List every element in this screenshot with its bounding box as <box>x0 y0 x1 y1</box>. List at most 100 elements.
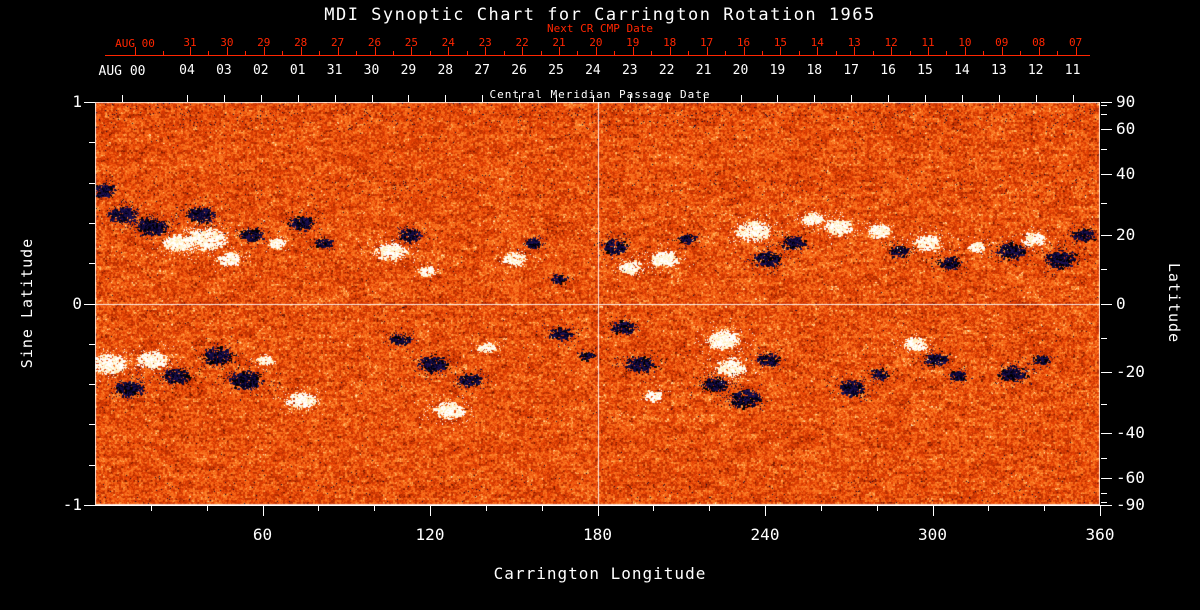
x-tick-label: 240 <box>750 525 780 544</box>
cmp-tick-label: 13 <box>990 63 1007 78</box>
tick-mark <box>150 506 152 511</box>
tick-mark <box>577 51 579 56</box>
next-cr-axis-title: Next CR CMP Date <box>547 22 653 35</box>
chart-title: MDI Synoptic Chart for Carrington Rotati… <box>324 5 876 25</box>
next-cr-tick-label: 26 <box>367 36 382 49</box>
next-cr-tick-label: 18 <box>663 36 677 49</box>
tick-mark <box>888 95 890 102</box>
next-cr-tick-label: 17 <box>699 36 714 49</box>
y-right-tick-label: -20 <box>1116 362 1145 382</box>
tick-mark <box>485 47 487 56</box>
next-cr-first-tick-label: AUG 00 <box>115 37 155 50</box>
cmp-tick-label: 22 <box>658 63 675 78</box>
tick-mark <box>411 47 413 56</box>
y-left-tick-label: 0 <box>72 293 82 313</box>
tick-mark <box>891 47 893 56</box>
tick-mark <box>392 51 394 56</box>
tick-mark <box>262 506 264 516</box>
tick-mark <box>374 47 376 56</box>
tick-mark <box>1035 95 1037 102</box>
tick-mark <box>466 51 468 56</box>
cmp-tick-label: 18 <box>806 63 823 78</box>
tick-mark <box>1101 478 1112 479</box>
cmp-tick-label: 16 <box>880 63 896 78</box>
tick-mark <box>559 47 560 56</box>
cmp-tick-label: 14 <box>954 63 970 78</box>
tick-mark <box>653 506 655 511</box>
tick-mark <box>651 51 653 56</box>
cmp-tick-label: 25 <box>548 63 564 78</box>
y-right-tick-label: 20 <box>1116 224 1136 244</box>
next-cr-tick-label: 21 <box>552 36 566 49</box>
tick-mark <box>84 505 95 506</box>
tick-mark <box>798 51 800 56</box>
cmp-tick-label: 12 <box>1027 63 1044 78</box>
tick-mark <box>430 506 431 516</box>
tick-mark <box>765 506 766 516</box>
next-cr-tick-label: 10 <box>958 36 972 49</box>
y-axis-title-left: Sine Latitude <box>18 237 36 369</box>
tick-mark <box>540 51 542 56</box>
cmp-tick-label: 30 <box>363 63 380 78</box>
tick-mark <box>1101 149 1107 151</box>
tick-mark <box>429 51 431 56</box>
cmp-first-tick-label: AUG 00 <box>98 64 146 79</box>
tick-mark <box>223 95 225 102</box>
tick-mark <box>988 506 990 511</box>
next-cr-tick-label: 22 <box>515 36 529 49</box>
tick-mark <box>208 51 210 56</box>
tick-mark <box>300 47 302 56</box>
tick-mark <box>297 95 299 102</box>
tick-mark <box>84 102 95 103</box>
tick-mark <box>1101 501 1107 503</box>
tick-mark <box>337 47 339 56</box>
y-right-tick-label: 90 <box>1116 92 1136 111</box>
tick-mark <box>876 506 878 511</box>
y-left-tick-label: -1 <box>62 495 82 514</box>
y-axis-title-right: Latitude <box>1165 262 1183 344</box>
next-cr-tick-label: 25 <box>404 36 419 49</box>
tick-mark <box>445 95 447 102</box>
tick-mark <box>541 506 543 511</box>
tick-mark <box>1101 234 1112 236</box>
y-left-tick-label: 1 <box>72 92 82 111</box>
cmp-tick-label: 29 <box>400 63 417 78</box>
tick-mark <box>743 47 745 56</box>
cmp-tick-label: 01 <box>289 63 306 78</box>
y-right-tick-label: -40 <box>1116 423 1145 443</box>
next-cr-tick-label: 19 <box>626 36 640 49</box>
tick-mark <box>245 51 247 56</box>
tick-mark <box>998 95 1000 102</box>
tick-mark <box>282 51 284 56</box>
tick-mark <box>485 506 487 511</box>
tick-mark <box>1101 268 1107 270</box>
next-cr-tick-label: 08 <box>1032 36 1046 49</box>
tick-mark <box>632 47 634 56</box>
cmp-tick-label: 15 <box>917 63 933 78</box>
cmp-tick-label: 19 <box>769 63 786 78</box>
tick-mark <box>190 47 191 56</box>
tick-mark <box>448 47 450 56</box>
tick-mark <box>1101 457 1107 459</box>
tick-mark <box>226 47 228 56</box>
tick-mark <box>334 95 336 102</box>
tick-mark <box>961 95 963 102</box>
next-cr-tick-label: 27 <box>330 36 345 49</box>
tick-mark <box>187 95 188 102</box>
next-cr-tick-label: 07 <box>1068 36 1083 49</box>
cmp-tick-label: 02 <box>252 63 269 78</box>
cmp-axis-title: Central Meridian Passage Date <box>489 88 711 101</box>
next-cr-tick-label: 24 <box>441 36 455 49</box>
x-axis-title: Carrington Longitude <box>493 564 707 583</box>
tick-mark <box>1101 202 1107 204</box>
cmp-tick-label: 31 <box>326 63 343 78</box>
tick-mark <box>925 95 926 102</box>
next-cr-tick-label: 31 <box>183 36 197 49</box>
tick-mark <box>522 47 524 56</box>
cmp-tick-label: 11 <box>1064 63 1081 78</box>
next-cr-tick-label: 15 <box>773 36 788 49</box>
tick-mark <box>1101 102 1112 103</box>
tick-mark <box>206 506 208 511</box>
tick-mark <box>946 51 948 56</box>
next-cr-tick-label: 12 <box>884 36 898 49</box>
